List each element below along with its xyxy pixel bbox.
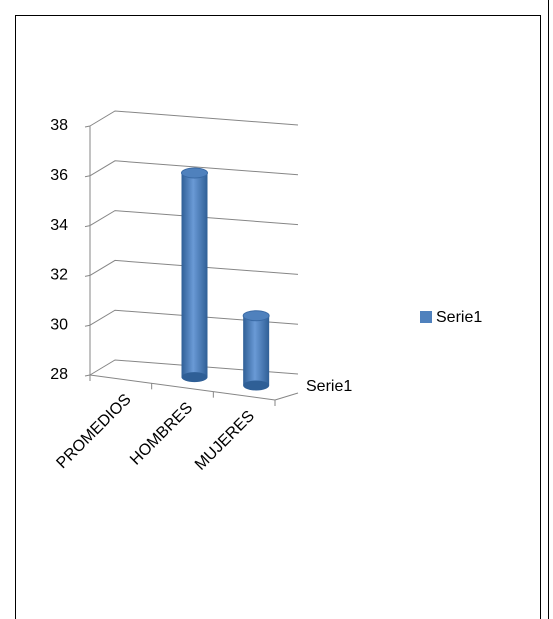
y-tick-label: 38 — [50, 117, 68, 134]
legend-label: Serie1 — [436, 309, 482, 326]
grid-line — [89, 359, 299, 376]
grid-line — [89, 160, 299, 177]
grid-line — [89, 110, 299, 127]
depth-label: Serie1 — [306, 378, 352, 395]
grid-line — [89, 309, 299, 326]
y-tick-label: 28 — [50, 366, 68, 383]
tick-mark — [84, 175, 91, 178]
bar-cap — [181, 167, 208, 179]
x-axis — [89, 374, 276, 401]
grid-line — [89, 259, 299, 276]
bar-base — [243, 380, 270, 391]
y-tick-label: 32 — [50, 267, 68, 284]
y-tick-label: 34 — [50, 217, 68, 234]
tick-mark — [84, 374, 91, 377]
depth-axis — [274, 392, 299, 401]
bar-group — [242, 310, 270, 391]
y-tick-label: 36 — [50, 167, 68, 184]
tick-mark — [84, 274, 91, 277]
bar — [243, 315, 270, 386]
tick-mark — [84, 125, 91, 128]
legend-swatch — [420, 311, 432, 323]
bar — [181, 172, 208, 378]
tick-mark — [84, 324, 91, 327]
bar-group — [181, 167, 208, 383]
bar-cap — [242, 310, 270, 322]
y-tick-label: 30 — [50, 316, 68, 333]
bar-base — [181, 372, 208, 383]
grid-line — [89, 210, 299, 227]
tick-mark — [84, 225, 91, 228]
